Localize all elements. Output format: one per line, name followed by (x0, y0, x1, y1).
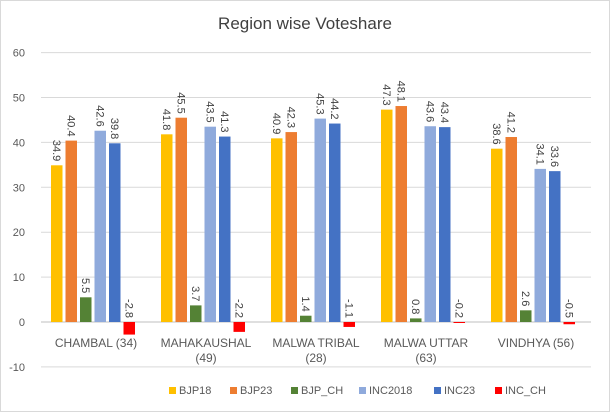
bar-bjp23 (65, 140, 77, 322)
bar-bjp-ch (410, 318, 422, 322)
bar-bjp18 (381, 109, 393, 322)
data-label: 40.9 (270, 113, 282, 134)
bar-inc2018 (314, 118, 326, 322)
bar-inc23 (219, 136, 231, 322)
legend-item-inc2018: INC2018 (359, 385, 412, 397)
data-label: -0.5 (562, 299, 574, 318)
data-label: 3.7 (189, 286, 201, 301)
data-label: 2.6 (519, 291, 531, 306)
bar-bjp23 (505, 137, 517, 322)
bar-inc-ch (233, 322, 245, 332)
bar-inc-ch (563, 322, 575, 325)
data-label: 41.8 (160, 109, 172, 130)
legend-swatch (169, 387, 176, 394)
y-tick-label: 30 (13, 182, 25, 194)
data-label: 41.3 (218, 111, 230, 132)
data-label: 34.9 (50, 140, 62, 161)
bar-bjp-ch (80, 297, 92, 322)
y-tick-label: 20 (13, 227, 25, 239)
data-label: -0.2 (452, 299, 464, 318)
data-label: 5.5 (79, 278, 91, 293)
legend-label: INC2018 (369, 385, 412, 397)
data-label: 1.4 (299, 296, 311, 311)
data-label: 47.3 (380, 84, 392, 105)
bar-bjp23 (285, 132, 297, 322)
bar-inc2018 (424, 126, 436, 323)
x-tick-label: CHAMBAL (34) (55, 336, 137, 350)
legend-label: INC_CH (505, 385, 546, 397)
bar-bjp23 (395, 106, 407, 322)
data-label: 33.6 (548, 146, 560, 167)
data-label: 34.1 (533, 143, 545, 164)
data-label: 40.4 (64, 115, 76, 136)
bar-inc2018 (94, 130, 106, 322)
bar-bjp23 (175, 117, 187, 322)
bar-inc23 (549, 171, 561, 322)
bar-inc-ch (123, 322, 135, 335)
bar-inc23 (329, 123, 341, 323)
bar-bjp18 (161, 134, 173, 322)
legend-item-bjp-ch: BJP_CH (291, 385, 343, 397)
bar-inc-ch (343, 322, 355, 327)
x-tick-label: MAHAKAUSHAL (49) (161, 336, 252, 365)
x-tick-label: VINDHYA (56) (498, 336, 574, 350)
legend-label: INC23 (444, 385, 475, 397)
legend-swatch (434, 387, 441, 394)
x-tick-label: MALWA UTTAR (63) (384, 336, 469, 365)
legend-item-inc-ch: INC_CH (495, 385, 546, 397)
y-tick-label: 40 (13, 137, 25, 149)
y-tick-label: -10 (9, 362, 25, 374)
bar-bjp18 (491, 148, 503, 322)
data-label: -2.2 (232, 299, 244, 318)
y-tick-label: 10 (13, 272, 25, 284)
bar-inc2018 (204, 126, 216, 322)
y-tick-label: 0 (19, 317, 25, 329)
bar-inc23 (109, 143, 121, 322)
data-label: -1.1 (342, 299, 354, 318)
legend-swatch (359, 387, 366, 394)
bar-bjp-ch (190, 305, 202, 322)
data-label: 0.8 (409, 299, 421, 314)
bar-inc-ch (453, 322, 465, 323)
legend-swatch (495, 387, 502, 394)
data-label: -2.8 (122, 299, 134, 318)
legend-label: BJP23 (240, 385, 272, 397)
bar-bjp18 (271, 138, 283, 322)
data-label: 44.2 (328, 98, 340, 119)
bar-inc23 (439, 127, 451, 322)
bar-inc2018 (534, 168, 546, 322)
chart-title: Region wise Voteshare (218, 14, 392, 33)
data-label: 41.2 (504, 112, 516, 133)
legend-item-inc23: INC23 (434, 385, 475, 397)
legend-label: BJP_CH (301, 385, 343, 397)
x-tick-label: MALWA TRIBAL (28) (272, 336, 359, 365)
legend-item-bjp18: BJP18 (169, 385, 211, 397)
data-label: 48.1 (394, 81, 406, 102)
data-label: 45.3 (313, 93, 325, 114)
y-tick-label: 60 (13, 48, 25, 60)
data-label: 43.5 (203, 101, 215, 122)
data-label: 43.4 (438, 102, 450, 123)
bar-bjp18 (51, 165, 63, 322)
data-label: 43.6 (423, 101, 435, 122)
data-label: 45.5 (174, 92, 186, 113)
data-label: 42.6 (93, 105, 105, 126)
data-label: 39.8 (108, 118, 120, 139)
bar-bjp-ch (520, 310, 532, 322)
y-tick-label: 50 (13, 93, 25, 105)
legend-item-bjp23: BJP23 (230, 385, 272, 397)
data-label: 38.6 (490, 123, 502, 144)
legend-swatch (230, 387, 237, 394)
bar-bjp-ch (300, 315, 312, 322)
legend-label: BJP18 (179, 385, 211, 397)
legend-swatch (291, 387, 298, 394)
data-label: 42.3 (284, 107, 296, 128)
